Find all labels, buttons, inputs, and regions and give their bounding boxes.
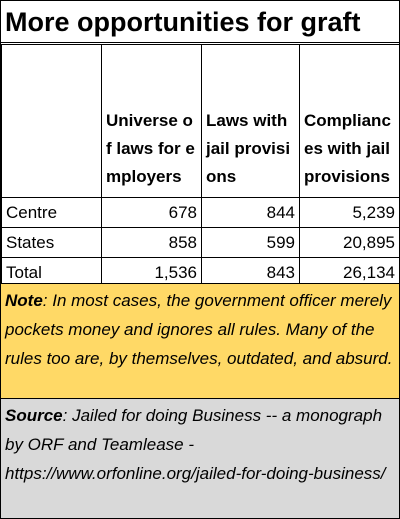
note-label: Note [5,291,43,310]
row-label: Total [1,257,102,288]
data-table: Universe of laws for employers Laws with… [1,44,400,288]
header-cell: Universe of laws for employers [101,44,202,198]
cell: 1,536 [101,257,202,288]
row-label: States [1,227,102,258]
table-row: Centre 678 844 5,239 [1,197,400,228]
source-text: : Jailed for doing Business -- a monogra… [5,406,386,483]
cell: 599 [201,227,300,258]
note-text: : In most cases, the government officer … [5,291,393,368]
cell: 26,134 [299,257,400,288]
cell: 844 [201,197,300,228]
source: Source: Jailed for doing Business -- a m… [1,399,399,518]
cell: 678 [101,197,202,228]
cell: 20,895 [299,227,400,258]
header-cell: Laws with jail provisions [201,44,300,198]
source-label: Source [5,406,63,425]
row-label: Centre [1,197,102,228]
header-cell: Compliances with jail provisions [299,44,400,198]
cell: 5,239 [299,197,400,228]
table-body: Centre 678 844 5,239 States 858 599 20,895 Total… [1,197,400,288]
header-cell [1,44,102,198]
header-row: Universe of laws for employers Laws with… [1,44,400,198]
cell: 858 [101,227,202,258]
title: More opportunities for graft [1,1,399,43]
note: Note: In most cases, the government offi… [1,283,399,399]
table-row: States 858 599 20,895 [1,227,400,258]
table-row: Total 1,536 843 26,134 [1,257,400,288]
